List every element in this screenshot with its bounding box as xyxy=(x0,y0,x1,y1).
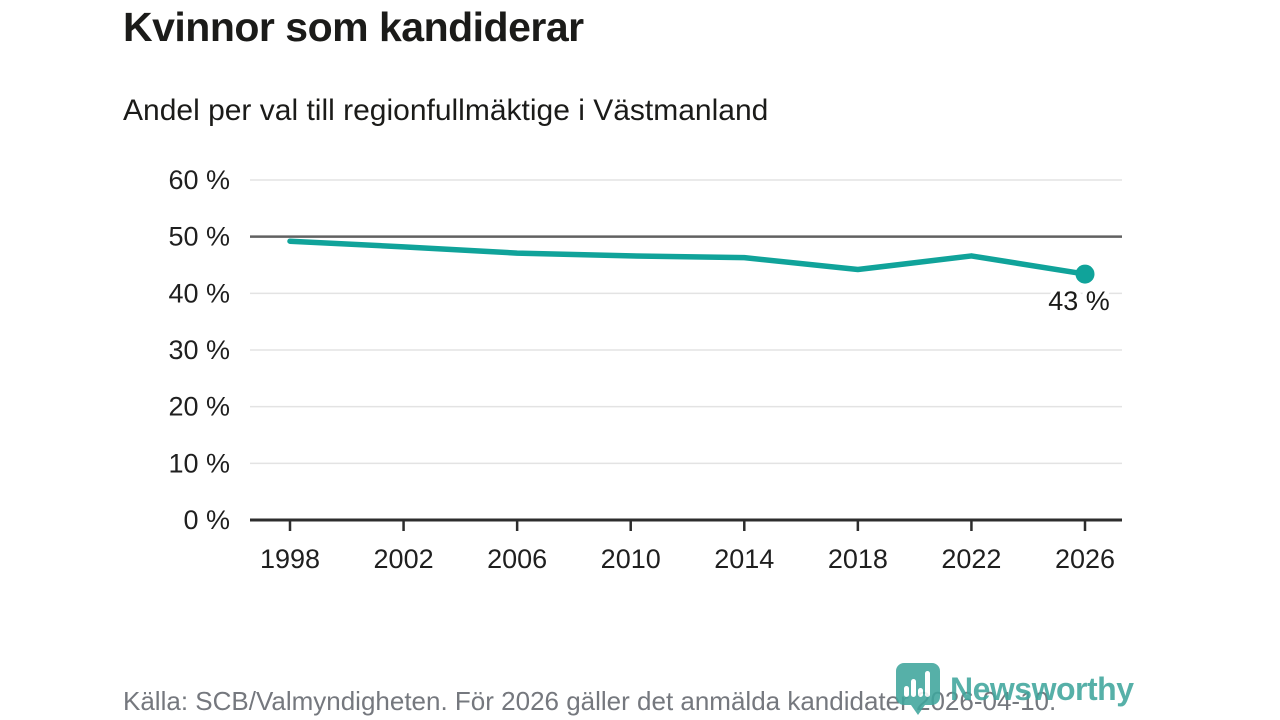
y-tick-label: 60 % xyxy=(168,165,230,195)
x-tick-label: 2026 xyxy=(1055,544,1115,574)
chart-subtitle: Andel per val till regionfullmäktige i V… xyxy=(123,94,769,127)
x-tick-label: 2006 xyxy=(487,544,547,574)
y-tick-label: 0 % xyxy=(183,505,230,535)
bar-chart-glyph xyxy=(904,671,930,697)
x-tick-label: 2018 xyxy=(828,544,888,574)
newsworthy-logo: Newsworthy xyxy=(896,663,1134,715)
page-title: Kvinnor som kandiderar xyxy=(123,4,584,50)
x-tick-label: 1998 xyxy=(260,544,320,574)
y-tick-label: 40 % xyxy=(168,278,230,308)
x-tick-label: 2010 xyxy=(601,544,661,574)
y-tick-label: 30 % xyxy=(168,335,230,365)
x-tick-label: 2014 xyxy=(714,544,774,574)
x-tick-label: 2022 xyxy=(941,544,1001,574)
end-point-label: 43 % xyxy=(1048,286,1110,316)
end-point-marker xyxy=(1075,264,1095,284)
y-tick-label: 50 % xyxy=(168,222,230,252)
brand-wordmark: Newsworthy xyxy=(950,670,1134,707)
y-tick-label: 10 % xyxy=(168,448,230,478)
newsworthy-chart-bubble-icon xyxy=(896,663,940,715)
y-tick-label: 20 % xyxy=(168,392,230,422)
bubble-shape xyxy=(896,663,940,715)
trend-line xyxy=(287,238,1088,277)
x-tick-label: 2002 xyxy=(374,544,434,574)
